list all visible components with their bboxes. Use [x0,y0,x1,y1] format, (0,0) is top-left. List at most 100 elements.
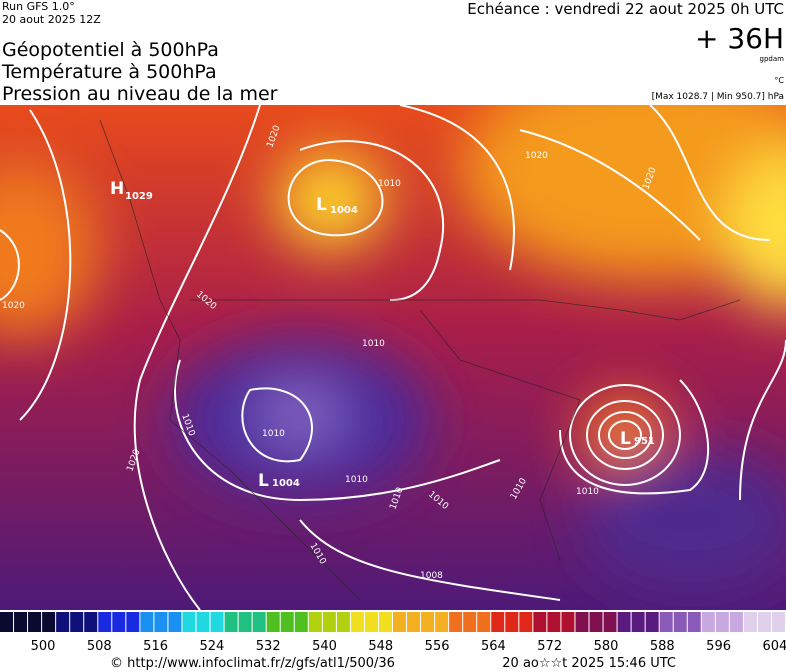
scale-swatch [561,612,575,632]
scale-swatch [687,612,701,632]
center-letter: L [316,195,327,215]
forecast: Echéance : vendredi 22 aout 2025 0h UTC [467,0,784,18]
scale-swatch [435,612,449,632]
scale-swatch [140,612,154,632]
scale-swatch [350,612,364,632]
center-letter: L [258,471,269,491]
scale-swatch [42,612,56,632]
scale-swatch [210,612,224,632]
scale-swatch [238,612,252,632]
scale-label: 524 [199,639,224,654]
scale-label: 500 [31,639,56,654]
scale-label: 588 [650,639,675,654]
scale-swatch [505,612,519,632]
header: Run GFS 1.0° 20 aout 2025 12Z Géopotenti… [1,0,784,105]
scale-swatch [463,612,477,632]
scale-swatch [14,612,28,632]
scale-swatch [421,612,435,632]
scale-swatch [168,612,182,632]
isobar-label: 1008 [420,571,443,581]
scale-swatch [771,612,785,632]
scale-swatch [280,612,294,632]
scale-swatch [533,612,547,632]
footer-url: © http://www.infoclimat.fr/z/gfs/atl1/50… [110,656,395,671]
scale-swatch [126,612,140,632]
scale-swatch [98,612,112,632]
scale-swatch [182,612,196,632]
scale-swatch [112,612,126,632]
scale-swatch [701,612,715,632]
isobar-label: 1020 [525,151,548,161]
scale-swatch [84,612,98,632]
footer-time: 20 ao☆☆t 2025 15:46 UTC [502,656,676,671]
title: Pression au niveau de la mer [2,83,278,105]
scale-label: 516 [143,639,168,654]
center-value: 1004 [330,205,358,216]
scale-label: 532 [256,639,281,654]
temp-unit: °C [774,76,784,85]
isobar-label: 1010 [378,179,401,189]
scale-swatch [491,612,505,632]
scale-swatch [56,612,70,632]
scale-swatch [196,612,210,632]
scale-swatch [308,612,322,632]
run: Run GFS 1.0° [2,0,75,13]
scale-swatch [743,612,757,632]
center-value: 1004 [272,478,300,489]
scale-label: 548 [368,639,393,654]
scale-swatch [364,612,378,632]
scale-swatch [266,612,280,632]
isobar-label: 1010 [576,487,599,497]
center-letter: H [110,179,124,199]
run-date: 20 aout 2025 12Z [2,13,101,26]
scale-swatch [715,612,729,632]
title: Température à 500hPa [1,61,217,83]
scale-swatch [393,612,407,632]
scale-label: 572 [537,639,562,654]
scale-label: 556 [425,639,450,654]
scale-swatch [673,612,687,632]
extremes: [Max 1028.7 | Min 950.7] hPa [652,92,784,102]
scale-label: 604 [762,639,786,654]
scale-label: 564 [481,639,506,654]
scale-swatch [336,612,350,632]
scale-swatch [631,612,645,632]
scale-label: 508 [87,639,112,654]
scale-swatch [659,612,673,632]
center-value: 951 [634,436,655,447]
scale-labels: 500 508 516 524 532 540 548 556 564 572 580 588 596 6… [31,639,786,654]
scale-swatch [547,612,561,632]
center-letter: L [620,429,631,449]
scale-swatch [378,612,392,632]
scale-swatch [252,612,266,632]
scale-label: 540 [312,639,337,654]
scale-swatch [224,612,238,632]
isobar-label: 1010 [345,475,368,485]
isobar-label: 1010 [262,429,285,439]
lead-time: + 36H [695,22,784,55]
scale-swatch [70,612,84,632]
isobar-label: 1020 [2,301,25,311]
scale-swatch [294,612,308,632]
center-value: 1029 [125,191,153,202]
scale-swatch [603,612,617,632]
scale-swatch [519,612,533,632]
scale-label: 596 [706,639,731,654]
scale-swatch [575,612,589,632]
scale-swatch [28,612,42,632]
scale-swatch [477,612,491,632]
scale-swatch [589,612,603,632]
scale-swatch [322,612,336,632]
scale-swatch [0,612,14,632]
scale-swatch [729,612,743,632]
map: H 1029 L 1004 L 1004 L 951 1020 1020 102… [0,105,786,610]
isobar-label: 1010 [362,339,385,349]
scale-swatch [407,612,421,632]
scale-swatch [645,612,659,632]
scale-label: 580 [594,639,619,654]
title: Géopotentiel à 500hPa [2,39,219,61]
scale-swatch [449,612,463,632]
scale-swatch [154,612,168,632]
color-scale [0,612,785,632]
